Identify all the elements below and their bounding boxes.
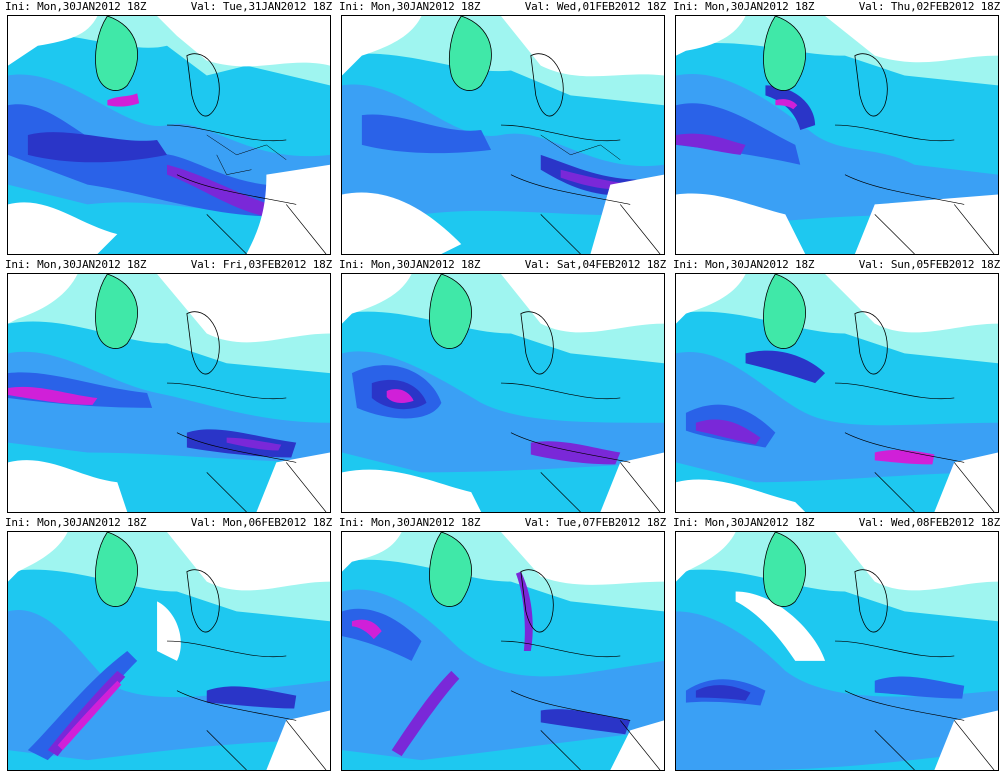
forecast-panel-1: Ini: Mon,30JAN2012 18Z Val: Tue,31JAN201…	[0, 0, 334, 258]
valid-time-label: Val: Sun,05FEB2012 18Z	[858, 258, 1000, 271]
valid-time-label: Val: Sat,04FEB2012 18Z	[524, 258, 666, 271]
valid-time-label: Val: Fri,03FEB2012 18Z	[190, 258, 332, 271]
init-time-label: Ini: Mon,30JAN2012 18Z	[339, 0, 481, 13]
panel-header: Ini: Mon,30JAN2012 18Z Val: Wed,01FEB201…	[339, 0, 666, 14]
valid-time-label: Val: Tue,07FEB2012 18Z	[524, 516, 666, 529]
init-time-label: Ini: Mon,30JAN2012 18Z	[5, 516, 147, 529]
init-time-label: Ini: Mon,30JAN2012 18Z	[5, 258, 147, 271]
valid-time-label: Val: Thu,02FEB2012 18Z	[858, 0, 1000, 13]
init-time-label: Ini: Mon,30JAN2012 18Z	[673, 0, 815, 13]
panel-header: Ini: Mon,30JAN2012 18Z Val: Tue,31JAN201…	[5, 0, 332, 14]
forecast-panel-7: Ini: Mon,30JAN2012 18Z Val: Mon,06FEB201…	[0, 516, 334, 774]
panel-header: Ini: Mon,30JAN2012 18Z Val: Mon,06FEB201…	[5, 516, 332, 530]
panel-header: Ini: Mon,30JAN2012 18Z Val: Tue,07FEB201…	[339, 516, 666, 530]
valid-time-label: Val: Mon,06FEB2012 18Z	[190, 516, 332, 529]
forecast-panel-9: Ini: Mon,30JAN2012 18Z Val: Wed,08FEB201…	[668, 516, 1002, 774]
forecast-panel-6: Ini: Mon,30JAN2012 18Z Val: Sun,05FEB201…	[668, 258, 1002, 516]
precipitation-map	[675, 15, 999, 255]
panel-header: Ini: Mon,30JAN2012 18Z Val: Thu,02FEB201…	[673, 0, 1000, 14]
precipitation-map	[341, 531, 665, 771]
forecast-panel-5: Ini: Mon,30JAN2012 18Z Val: Sat,04FEB201…	[334, 258, 668, 516]
valid-time-label: Val: Wed,08FEB2012 18Z	[858, 516, 1000, 529]
precipitation-map	[675, 531, 999, 771]
init-time-label: Ini: Mon,30JAN2012 18Z	[673, 258, 815, 271]
precipitation-map	[341, 273, 665, 513]
precipitation-map	[341, 15, 665, 255]
valid-time-label: Val: Wed,01FEB2012 18Z	[524, 0, 666, 13]
precipitation-map	[675, 273, 999, 513]
forecast-panel-3: Ini: Mon,30JAN2012 18Z Val: Thu,02FEB201…	[668, 0, 1002, 258]
init-time-label: Ini: Mon,30JAN2012 18Z	[673, 516, 815, 529]
panel-header: Ini: Mon,30JAN2012 18Z Val: Sat,04FEB201…	[339, 258, 666, 272]
panel-header: Ini: Mon,30JAN2012 18Z Val: Sun,05FEB201…	[673, 258, 1000, 272]
panel-header: Ini: Mon,30JAN2012 18Z Val: Wed,08FEB201…	[673, 516, 1000, 530]
valid-time-label: Val: Tue,31JAN2012 18Z	[190, 0, 332, 13]
forecast-panel-8: Ini: Mon,30JAN2012 18Z Val: Tue,07FEB201…	[334, 516, 668, 774]
panel-header: Ini: Mon,30JAN2012 18Z Val: Fri,03FEB201…	[5, 258, 332, 272]
precipitation-map	[7, 15, 331, 255]
forecast-panel-4: Ini: Mon,30JAN2012 18Z Val: Fri,03FEB201…	[0, 258, 334, 516]
precipitation-map	[7, 273, 331, 513]
init-time-label: Ini: Mon,30JAN2012 18Z	[339, 516, 481, 529]
forecast-panel-2: Ini: Mon,30JAN2012 18Z Val: Wed,01FEB201…	[334, 0, 668, 258]
precipitation-map	[7, 531, 331, 771]
init-time-label: Ini: Mon,30JAN2012 18Z	[5, 0, 147, 13]
init-time-label: Ini: Mon,30JAN2012 18Z	[339, 258, 481, 271]
